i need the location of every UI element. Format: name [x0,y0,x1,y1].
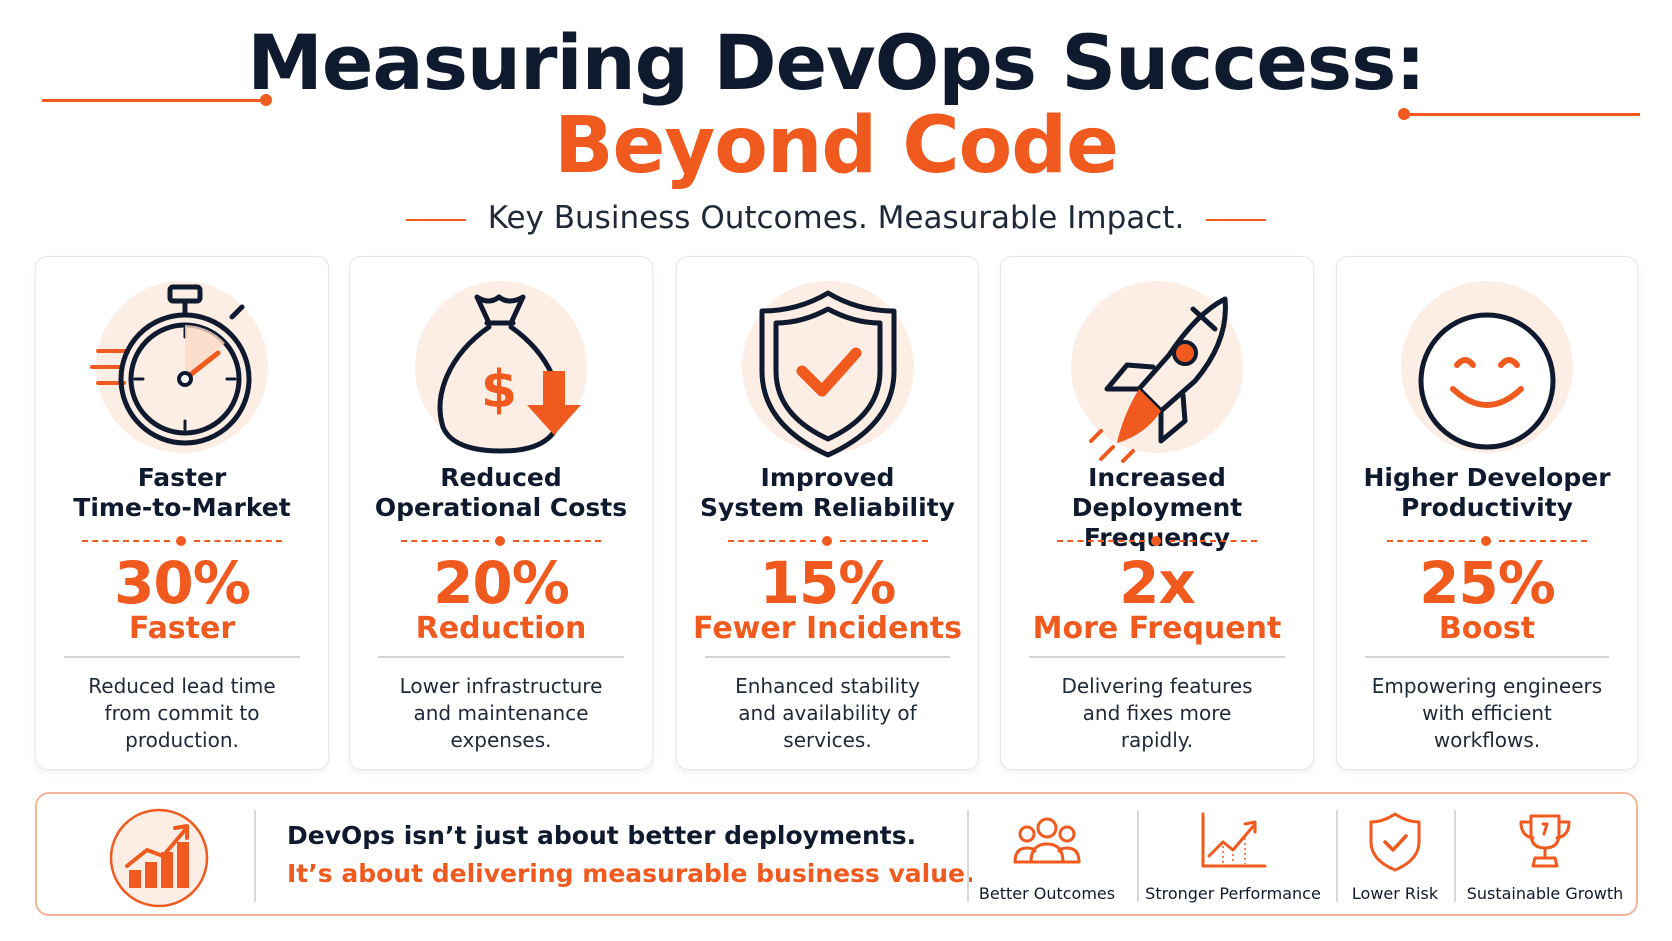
dotted-divider [1387,536,1587,546]
subtitle: Key Business Outcomes. Measurable Impact… [487,200,1185,236]
outcome-label: Stronger Performance [1145,884,1321,903]
money-bag-down-icon: $ [437,294,581,454]
outcome-label: Lower Risk [1351,884,1439,903]
subtitle-rule-left [406,219,466,221]
svg-text:$: $ [481,360,517,420]
outcome-lower-risk: Lower Risk [1336,804,1454,908]
card-title-line2: Time-to-Market [73,493,291,522]
metric-description: Enhanced stability and availability of s… [697,673,958,754]
value-banner: DevOps isn’t just about better deploymen… [35,792,1638,916]
description-line: from commit to [104,701,260,725]
metric-description: Lower infrastructure and maintenance exp… [370,673,632,754]
decorative-dot-right [1398,108,1410,120]
outcome-sustainable-growth: Sustainable Growth [1454,804,1636,908]
metric-unit: Faster [128,611,236,646]
dotted-divider [727,536,928,546]
metric-card-operational-costs: $ Reduced Operational Costs 20% Reductio… [349,256,653,770]
metric-value: 20% [433,549,570,617]
card-divider [1029,656,1285,658]
dotted-divider [1057,536,1257,546]
line-chart-icon [1201,812,1267,868]
banner-subheadline: It’s about delivering measurable busines… [287,859,975,888]
description-line: Empowering engineers [1371,674,1603,698]
banner-divider [1137,810,1139,902]
description-line: production. [125,728,239,752]
metric-card-deployment-frequency: Increased Deployment Frequency 2x More F… [1000,256,1314,770]
shield-check-icon [1369,812,1421,872]
page-title: Measuring DevOps Success: [247,18,1426,107]
metric-unit: Boost [1438,611,1536,646]
metric-card-system-reliability: Improved System Reliability 15% Fewer In… [676,256,979,770]
card-title-line2: Operational Costs [374,493,628,522]
card-divider [64,656,300,658]
description-line: Enhanced stability [735,674,920,698]
banner-divider [254,810,256,902]
outcome-stronger-performance: Stronger Performance [1137,804,1329,908]
dotted-divider [401,536,601,546]
card-title-line1: Faster [137,463,227,492]
description-line: expenses. [450,728,552,752]
description-line: Delivering features [1061,674,1253,698]
description-line: workflows. [1433,728,1541,752]
banner-divider [1336,810,1338,902]
card-title-line1: Reduced [440,463,562,492]
metric-value: 15% [759,549,897,617]
outcome-label: Sustainable Growth [1466,884,1624,903]
metric-card-developer-productivity: Higher Developer Productivity 25% Boost … [1336,256,1638,770]
metric-description: Delivering features and fixes more rapid… [1021,673,1293,754]
description-line: and availability of [738,701,917,725]
metric-card-time-to-market: Faster Time-to-Market 30% Faster Reduced… [35,256,329,770]
card-title-line1: Higher Developer [1363,463,1611,492]
metric-value: 2x [1119,549,1196,617]
page-title-accent: Beyond Code [554,101,1119,191]
outcome-better-outcomes: Better Outcomes [967,804,1127,908]
metric-description: Reduced lead time from commit to product… [56,673,308,754]
card-title-line2: Deployment Frequency [1071,493,1243,552]
subtitle-rule-right [1206,219,1266,221]
stopwatch-icon [90,284,252,446]
metric-value: 30% [114,549,251,617]
description-line: rapidly. [1120,728,1194,752]
metric-description: Empowering engineers with efficient work… [1357,673,1617,754]
card-title-line1: Increased [1088,463,1226,492]
metric-value: 25% [1419,549,1556,617]
decorative-line-left [42,99,266,102]
description-line: Reduced lead time [88,674,276,698]
metric-unit: Fewer Incidents [693,611,962,646]
rocket-icon [1089,296,1228,463]
growth-chart-icon [109,808,209,908]
team-icon [1013,817,1081,864]
decorative-line-right [1406,113,1640,116]
card-title-line2: Productivity [1401,493,1573,522]
outcome-label: Better Outcomes [978,884,1116,903]
card-divider [705,656,950,658]
metric-unit: More Frequent [1032,611,1282,646]
card-title-line1: Improved [760,463,895,492]
description-line: and maintenance [413,701,589,725]
banner-divider [967,810,969,902]
description-line: services. [783,728,872,752]
description-line: and fixes more [1082,701,1232,725]
trophy-icon [1519,814,1571,868]
smiley-face-icon [1418,312,1556,450]
metric-unit: Reduction [415,611,587,646]
banner-headline: DevOps isn’t just about better deploymen… [287,821,917,850]
card-divider [1365,656,1609,658]
card-divider [378,656,624,658]
description-line: Lower infrastructure [399,674,603,698]
shield-check-icon [759,290,896,458]
banner-divider [1454,810,1456,902]
decorative-dot-left [260,94,272,106]
description-line: with efficient [1422,701,1552,725]
card-title-line2: System Reliability [700,493,955,522]
dotted-divider [82,536,282,546]
